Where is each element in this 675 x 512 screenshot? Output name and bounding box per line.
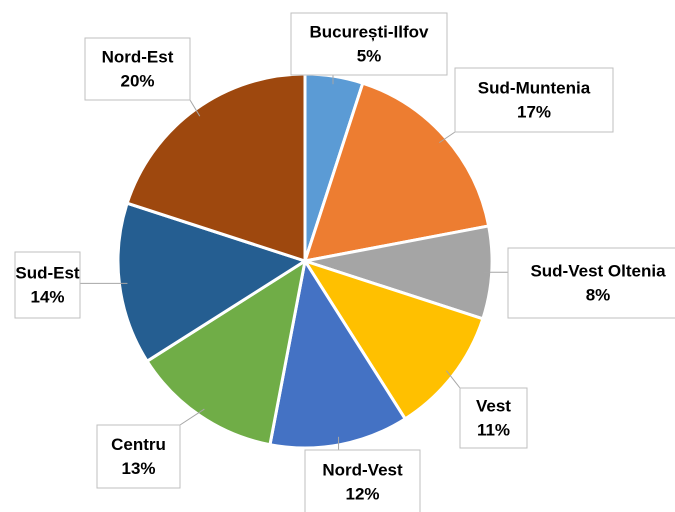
slice-value-label: 8% bbox=[586, 285, 611, 304]
label-box bbox=[96, 424, 181, 489]
slice-label: Nord-Est bbox=[102, 47, 174, 66]
pie-slice bbox=[145, 257, 308, 447]
leader-line bbox=[438, 131, 456, 144]
slice-value-label: 12% bbox=[345, 484, 379, 503]
leader-line bbox=[189, 99, 201, 117]
slice-label: Nord-Vest bbox=[322, 460, 403, 479]
slice-value-label: 5% bbox=[357, 46, 382, 65]
pie-slice bbox=[268, 256, 408, 450]
pie-slice bbox=[301, 258, 485, 421]
label-box bbox=[454, 67, 614, 133]
slice-label: Sud-Muntenia bbox=[478, 78, 591, 97]
label-box bbox=[304, 449, 421, 512]
slice-value-label: 20% bbox=[120, 71, 154, 90]
leader-line bbox=[446, 370, 461, 389]
slice-label: Sud-Vest Oltenia bbox=[530, 261, 666, 280]
pie-slice bbox=[125, 72, 307, 264]
slice-label: Centru bbox=[111, 435, 166, 454]
label-box bbox=[290, 12, 448, 76]
pie-slice bbox=[302, 81, 491, 263]
slice-value-label: 14% bbox=[30, 287, 64, 306]
label-box bbox=[84, 37, 191, 101]
slice-label: Sud-Est bbox=[15, 263, 80, 282]
slice-label: București-Ilfov bbox=[309, 22, 429, 41]
label-box bbox=[14, 251, 81, 319]
leader-line bbox=[179, 408, 205, 426]
label-box bbox=[459, 387, 528, 449]
slice-value-label: 13% bbox=[121, 459, 155, 478]
slice-value-label: 11% bbox=[477, 420, 510, 439]
slice-label: Vest bbox=[476, 396, 511, 415]
label-box bbox=[507, 247, 675, 319]
pie-slice bbox=[116, 201, 309, 364]
slice-value-label: 17% bbox=[517, 102, 551, 121]
